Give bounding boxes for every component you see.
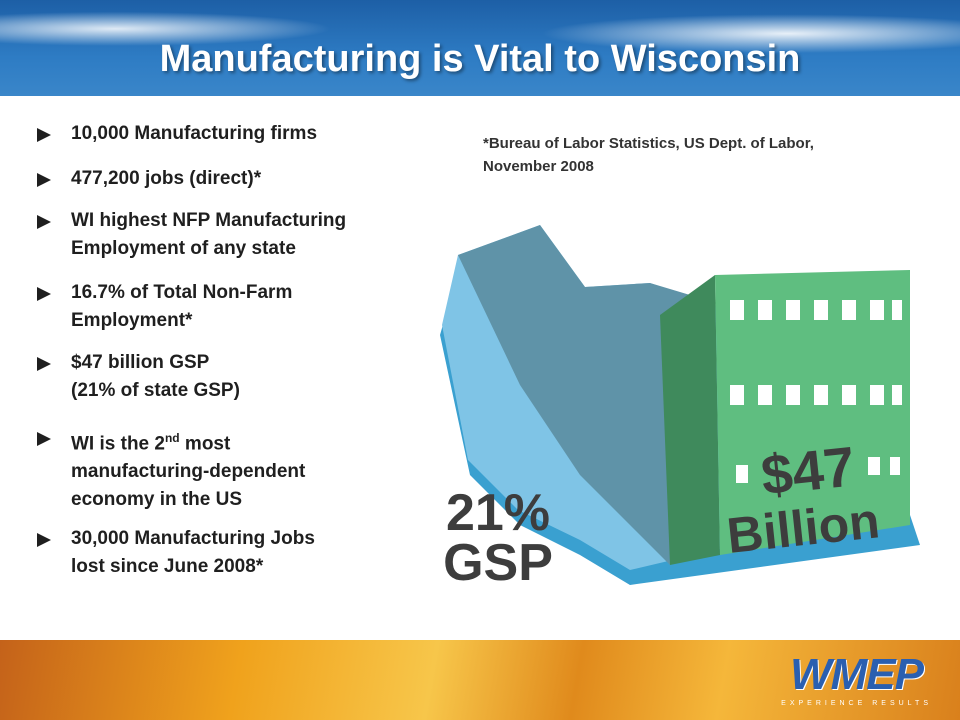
amount-value: $47 [758, 434, 858, 506]
bullet-arrow [37, 128, 51, 142]
building-side [660, 275, 720, 565]
bullet-line: 30,000 Manufacturing Jobs [71, 528, 315, 549]
logo: WMEP EXPERIENCE RESULTS [781, 650, 932, 707]
bullet: 10,000 Manufacturing firms [37, 120, 317, 148]
title: Manufacturing is Vital to Wisconsin [159, 38, 801, 80]
bullet-text: most [179, 433, 231, 455]
bullet-line: 16.7% of Total Non-Farm [71, 282, 293, 303]
bullet-arrow [37, 432, 51, 446]
bullet: WI is the 2nd most manufacturing-dependen… [37, 424, 305, 514]
footnote: *Bureau of Labor Statistics, US Dept. of… [483, 132, 814, 178]
bullet-line: WI is the 2nd most [71, 424, 305, 458]
windows [730, 300, 902, 483]
bullet: WI highest NFP Manufacturing Employment o… [37, 207, 346, 263]
header: Manufacturing is Vital to Wisconsin [0, 0, 960, 96]
bullet-line: economy in the US [71, 489, 243, 511]
bullet-line: WI highest NFP Manufacturing [71, 210, 347, 231]
bullet-line: $47 billion GSP [71, 352, 210, 373]
bullet-line: manufacturing-dependent [71, 461, 306, 483]
superscript: nd [164, 431, 180, 445]
footnote-line: *Bureau of Labor Statistics, US Dept. of… [483, 135, 814, 152]
state-shade [458, 225, 690, 565]
bullet-arrow [37, 533, 51, 547]
building-front [715, 270, 910, 555]
logo-tagline: EXPERIENCE RESULTS [781, 700, 932, 707]
bullet-line: Employment of any state [71, 238, 296, 259]
bullet: 477,200 jobs (direct)* [37, 165, 261, 193]
bullet-arrow [37, 287, 51, 301]
bullet: 30,000 Manufacturing Jobs lost since June… [37, 525, 315, 581]
wisconsin-graphic: 21% GSP $47 Billion [440, 225, 920, 592]
footer [0, 640, 960, 720]
logo-name: WMEP [790, 650, 924, 699]
bullet-line: lost since June 2008* [71, 556, 264, 577]
share-label: GSP [443, 534, 553, 592]
bullet-line: (21% of state GSP) [71, 380, 240, 401]
bullet-text: WI is the 2 [71, 433, 165, 455]
bullet-arrow [37, 173, 51, 187]
footnote-line: November 2008 [483, 158, 594, 175]
bullet: $47 billion GSP (21% of state GSP) [37, 349, 240, 405]
bullet: 16.7% of Total Non-Farm Employment* [37, 279, 292, 335]
share-value: 21% [446, 484, 550, 542]
bullet-arrow [37, 357, 51, 371]
bullet-arrow [37, 215, 51, 229]
bullet-line: 10,000 Manufacturing firms [71, 123, 318, 144]
bullet-line: Employment* [71, 310, 193, 331]
bullet-line: 477,200 jobs (direct)* [71, 168, 262, 189]
